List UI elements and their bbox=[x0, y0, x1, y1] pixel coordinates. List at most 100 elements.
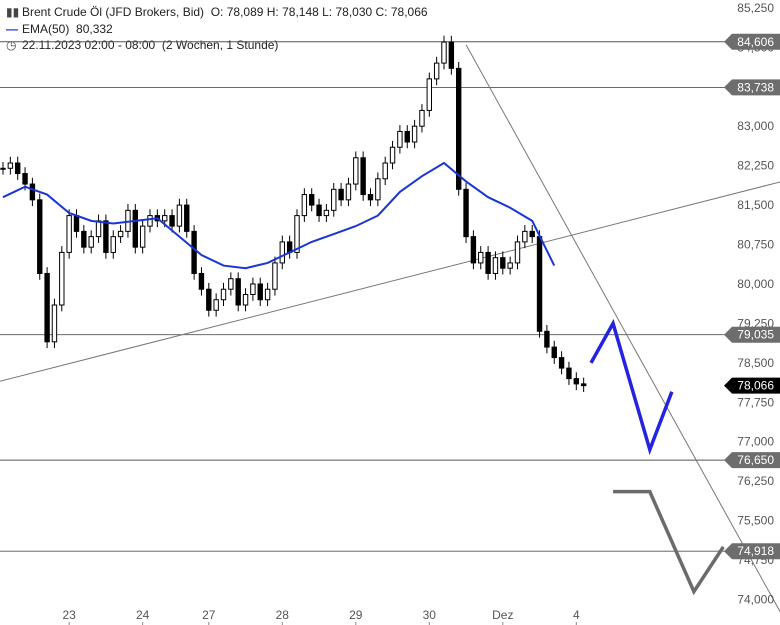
candlestick-series bbox=[0, 35, 587, 392]
price-badge-label: 76,650 bbox=[737, 453, 774, 467]
candle-body bbox=[485, 251, 491, 274]
candle-body bbox=[162, 215, 168, 222]
candle-body bbox=[301, 194, 308, 217]
price-badge-label: 78,066 bbox=[737, 379, 774, 393]
candle-body bbox=[463, 188, 469, 238]
price-badge-label: 84,606 bbox=[737, 35, 774, 49]
price-badge-shape bbox=[724, 452, 780, 469]
trendline bbox=[465, 44, 780, 613]
candle-body bbox=[397, 130, 403, 148]
y-tick-label: 74,000 bbox=[737, 592, 774, 606]
y-tick-label: 80,000 bbox=[737, 277, 774, 291]
candle-body bbox=[242, 293, 249, 306]
y-tick-label: 80,750 bbox=[737, 238, 774, 252]
candle-body bbox=[103, 220, 109, 253]
y-tick-label: 75,500 bbox=[737, 514, 774, 528]
forecast-paths bbox=[589, 318, 725, 596]
x-tick-label: 23 bbox=[62, 608, 76, 622]
symbol-name: Brent Crude Öl (JFD Brokers, Bid) bbox=[22, 5, 205, 19]
price-badge-shape bbox=[724, 543, 780, 560]
candle-body bbox=[492, 257, 499, 274]
candle-body bbox=[470, 236, 477, 264]
candle-body bbox=[139, 225, 146, 248]
candle-body bbox=[448, 41, 455, 69]
candle-body bbox=[117, 230, 124, 238]
price-badge-label: 79,035 bbox=[737, 328, 774, 342]
x-tick-label: 27 bbox=[202, 608, 216, 622]
candle-body bbox=[51, 304, 58, 343]
candle-body bbox=[375, 178, 381, 201]
forecast-blue-path bbox=[589, 318, 674, 456]
candle-body bbox=[206, 288, 212, 311]
ema-line bbox=[2, 161, 556, 270]
ema-value: 80,332 bbox=[76, 22, 113, 36]
candle-body bbox=[536, 236, 543, 332]
clock-icon: ◷ bbox=[6, 38, 17, 52]
candle-body bbox=[73, 215, 80, 232]
candle-body bbox=[353, 157, 359, 185]
candle-body bbox=[514, 241, 521, 264]
x-tick-label: 24 bbox=[136, 608, 150, 622]
candle-body bbox=[551, 346, 557, 359]
candle-body bbox=[220, 288, 227, 301]
price-badge: 84,606 bbox=[724, 33, 780, 50]
price-badge-label: 74,918 bbox=[737, 544, 774, 558]
candle-body bbox=[456, 67, 462, 190]
candle-body bbox=[279, 241, 286, 264]
candle-body bbox=[360, 157, 366, 196]
price-badge: 79,035 bbox=[724, 326, 780, 343]
candle-body bbox=[404, 130, 410, 143]
candle-body bbox=[331, 188, 337, 211]
ema-label: EMA(50) bbox=[22, 22, 70, 36]
candle-body bbox=[198, 272, 205, 290]
candle-body bbox=[184, 204, 190, 232]
candle-body bbox=[419, 109, 425, 127]
price-badge: 83,738 bbox=[724, 79, 780, 96]
y-tick-label: 82,250 bbox=[737, 159, 774, 173]
candle-body bbox=[213, 299, 219, 311]
candle-body bbox=[323, 209, 330, 217]
y-tick-label: 77,000 bbox=[737, 435, 774, 449]
ohlc-values: O: 78,089 H: 78,148 L: 78,030 C: 78,066 bbox=[210, 5, 428, 19]
candle-body bbox=[0, 167, 6, 170]
price-badge: 78,066 bbox=[724, 377, 780, 394]
candle-body bbox=[44, 272, 50, 343]
legend-ema-row: — EMA(50) 80,332 bbox=[6, 22, 113, 36]
price-badge-shape bbox=[724, 33, 780, 50]
candle-body bbox=[500, 257, 506, 269]
candle-body bbox=[250, 283, 256, 295]
candle-body bbox=[441, 41, 447, 64]
candle-body bbox=[522, 230, 528, 243]
candle-body bbox=[309, 194, 315, 206]
candle-body bbox=[59, 251, 65, 306]
x-tick-label: 4 bbox=[573, 608, 580, 622]
candle-body bbox=[7, 162, 14, 169]
candle-body bbox=[235, 278, 241, 306]
candle-body bbox=[191, 230, 197, 274]
price-badge-shape bbox=[724, 326, 780, 343]
y-tick-label: 81,500 bbox=[737, 198, 774, 212]
candle-body bbox=[426, 78, 433, 111]
candle-body bbox=[382, 162, 388, 180]
forecast-gray-path bbox=[613, 489, 725, 596]
price-badges: 84,606 83,738 79,035 76,650 74,918 78,066 bbox=[724, 33, 780, 560]
price-badge: 74,918 bbox=[724, 543, 780, 560]
candlestick-icon: ▮▮ bbox=[6, 5, 20, 19]
candle-body bbox=[544, 330, 550, 348]
candle-body bbox=[29, 183, 36, 201]
candle-body bbox=[389, 146, 396, 164]
candle-body bbox=[294, 215, 300, 253]
candle-body bbox=[257, 283, 263, 301]
candle-body bbox=[507, 262, 513, 269]
candle-body bbox=[529, 230, 535, 238]
candle-body bbox=[558, 357, 565, 369]
candle-body bbox=[176, 204, 183, 227]
candle-body bbox=[66, 215, 72, 253]
y-tick-label: 76,250 bbox=[737, 474, 774, 488]
ema-series bbox=[2, 161, 556, 270]
candle-body bbox=[15, 162, 21, 175]
ema-line-icon: — bbox=[6, 22, 18, 36]
y-tick-label: 78,500 bbox=[737, 356, 774, 370]
price-badge-shape bbox=[724, 79, 780, 96]
